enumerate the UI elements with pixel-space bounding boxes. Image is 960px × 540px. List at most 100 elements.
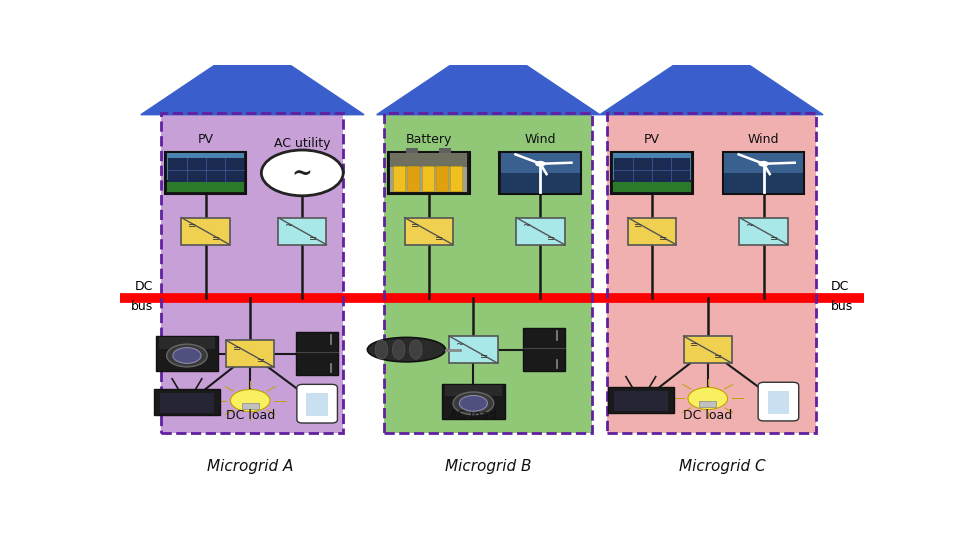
Text: =: = bbox=[480, 352, 488, 362]
Bar bbox=[614, 158, 690, 182]
Text: bus: bus bbox=[132, 300, 154, 313]
Bar bbox=[167, 182, 244, 192]
Bar bbox=[226, 340, 275, 367]
Bar bbox=[390, 165, 468, 192]
Bar bbox=[156, 336, 218, 371]
Ellipse shape bbox=[375, 340, 388, 359]
Text: DC load: DC load bbox=[226, 409, 275, 422]
Bar bbox=[449, 336, 497, 363]
Bar bbox=[608, 113, 816, 433]
Bar bbox=[160, 393, 214, 413]
Bar bbox=[614, 391, 667, 411]
Circle shape bbox=[453, 392, 493, 415]
Text: AC utility: AC utility bbox=[274, 137, 330, 150]
Text: =: = bbox=[659, 234, 666, 244]
Text: Battery: Battery bbox=[405, 133, 452, 146]
Bar bbox=[439, 148, 451, 153]
Text: Microgrid C: Microgrid C bbox=[680, 460, 766, 474]
Bar bbox=[242, 403, 258, 409]
Bar bbox=[523, 328, 564, 371]
Bar bbox=[516, 218, 564, 245]
Bar bbox=[501, 153, 580, 193]
Text: =: = bbox=[188, 221, 196, 231]
Bar bbox=[436, 166, 448, 191]
Bar bbox=[684, 336, 732, 363]
Bar bbox=[724, 153, 803, 193]
Bar bbox=[388, 152, 469, 194]
Bar bbox=[406, 148, 419, 153]
Bar bbox=[421, 166, 434, 191]
Text: ~: ~ bbox=[292, 161, 313, 185]
Circle shape bbox=[167, 344, 207, 367]
Bar bbox=[161, 113, 344, 433]
Circle shape bbox=[535, 161, 545, 167]
Text: =: = bbox=[435, 234, 444, 244]
Text: =: = bbox=[714, 352, 723, 362]
Bar bbox=[407, 166, 420, 191]
Circle shape bbox=[173, 348, 201, 363]
Text: ~: ~ bbox=[746, 221, 755, 231]
Text: Wind: Wind bbox=[748, 133, 780, 146]
Bar bbox=[608, 387, 674, 413]
Bar bbox=[278, 218, 326, 245]
Text: DC: DC bbox=[135, 280, 154, 294]
Bar bbox=[739, 218, 788, 245]
Text: Wind: Wind bbox=[524, 133, 556, 146]
Text: =: = bbox=[411, 221, 420, 231]
Bar bbox=[306, 394, 328, 416]
Bar bbox=[390, 153, 468, 167]
Bar bbox=[404, 218, 453, 245]
Text: DC load: DC load bbox=[684, 409, 732, 422]
Bar bbox=[168, 158, 244, 182]
Text: =: = bbox=[635, 221, 642, 231]
Text: =: = bbox=[770, 234, 779, 244]
Bar bbox=[724, 153, 803, 173]
Text: =: = bbox=[547, 234, 555, 244]
Text: PV: PV bbox=[644, 133, 660, 146]
Bar bbox=[445, 385, 502, 396]
Polygon shape bbox=[376, 40, 600, 114]
Bar bbox=[613, 153, 690, 180]
Bar bbox=[501, 153, 580, 173]
Bar bbox=[450, 166, 462, 191]
Text: =: = bbox=[690, 340, 698, 350]
Text: ~: ~ bbox=[456, 340, 464, 350]
Bar bbox=[611, 152, 693, 194]
Text: Microgrid A: Microgrid A bbox=[207, 460, 294, 474]
Text: =: = bbox=[212, 234, 220, 244]
Ellipse shape bbox=[368, 338, 445, 362]
Bar bbox=[628, 218, 676, 245]
Bar bbox=[384, 113, 592, 433]
Text: bus: bus bbox=[830, 300, 852, 313]
Circle shape bbox=[261, 150, 344, 196]
Bar bbox=[155, 389, 220, 415]
Text: Microgrid B: Microgrid B bbox=[445, 460, 532, 474]
Bar bbox=[384, 113, 592, 433]
Text: =: = bbox=[232, 344, 241, 354]
Bar bbox=[608, 113, 816, 433]
Bar bbox=[499, 152, 581, 194]
Text: =: = bbox=[256, 356, 265, 366]
Circle shape bbox=[758, 161, 769, 167]
Polygon shape bbox=[141, 40, 364, 114]
Bar bbox=[613, 182, 690, 192]
Text: ~: ~ bbox=[285, 221, 293, 231]
Bar bbox=[165, 152, 247, 194]
Ellipse shape bbox=[393, 340, 405, 359]
Text: =: = bbox=[309, 234, 317, 244]
Bar bbox=[767, 392, 789, 414]
Bar bbox=[167, 153, 244, 180]
Circle shape bbox=[459, 395, 488, 411]
Circle shape bbox=[230, 389, 270, 411]
Ellipse shape bbox=[410, 340, 422, 359]
Text: AC load: AC load bbox=[449, 409, 497, 422]
Text: PV: PV bbox=[198, 133, 213, 146]
Circle shape bbox=[688, 387, 728, 409]
Bar bbox=[393, 166, 405, 191]
Bar bbox=[181, 218, 229, 245]
Bar bbox=[699, 401, 716, 407]
Bar bbox=[443, 384, 505, 419]
Text: DC: DC bbox=[830, 280, 849, 294]
FancyBboxPatch shape bbox=[758, 382, 799, 421]
FancyBboxPatch shape bbox=[297, 384, 337, 423]
